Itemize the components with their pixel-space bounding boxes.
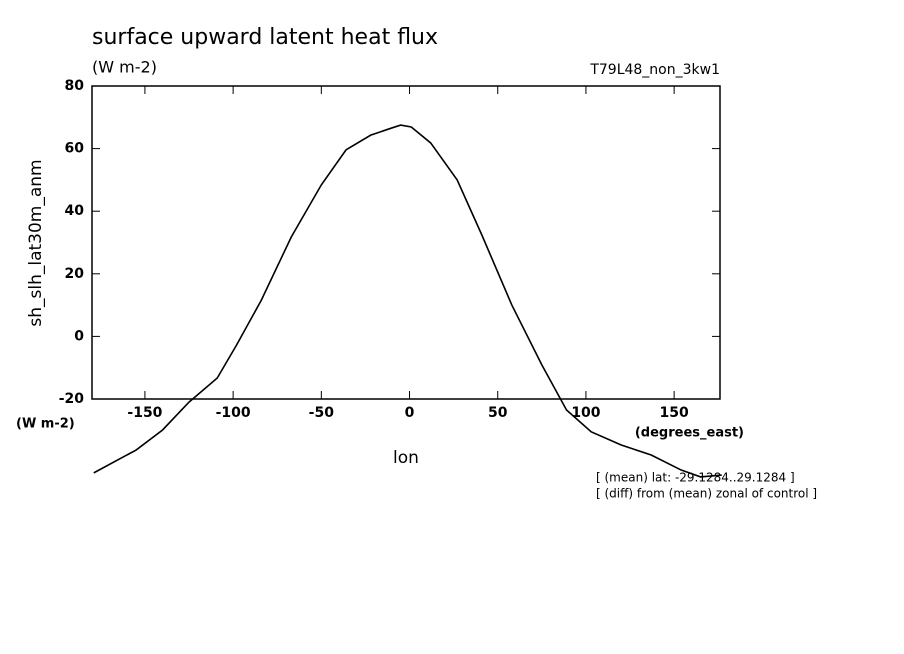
y-tick-label: -20 bbox=[59, 391, 85, 407]
y-tick-label: 40 bbox=[65, 203, 85, 219]
annotation: [ (diff) from (mean) zonal of control ] bbox=[596, 487, 817, 501]
x-tick-label: 100 bbox=[571, 405, 600, 421]
dataset-label: T79L48_non_3kw1 bbox=[589, 62, 720, 78]
x-tick-label: -150 bbox=[127, 405, 162, 421]
data-line bbox=[93, 124, 722, 478]
x-axis-label: lon bbox=[393, 448, 419, 468]
y-tick-label: 80 bbox=[65, 78, 85, 94]
x-tick-label: -50 bbox=[309, 405, 335, 421]
y-tick-label: 0 bbox=[74, 328, 84, 344]
x-tick-label: -100 bbox=[216, 405, 251, 421]
x-tick-label: 50 bbox=[488, 405, 508, 421]
x-tick-label: 150 bbox=[660, 405, 689, 421]
chart-title: surface upward latent heat flux bbox=[92, 25, 438, 50]
x-units: (degrees_east) bbox=[635, 426, 744, 441]
annotation: [ (mean) lat: -29.1284..29.1284 ] bbox=[596, 471, 795, 485]
plot-frame bbox=[91, 85, 721, 400]
y-axis-label: sh_slh_lat30m_anm bbox=[26, 159, 46, 326]
y-tick-label: 20 bbox=[65, 266, 85, 282]
x-tick-label: 0 bbox=[405, 405, 415, 421]
chart-subtitle: (W m-2) bbox=[92, 58, 157, 77]
y-tick-label: 60 bbox=[65, 141, 85, 157]
y-units: (W m-2) bbox=[16, 417, 75, 432]
